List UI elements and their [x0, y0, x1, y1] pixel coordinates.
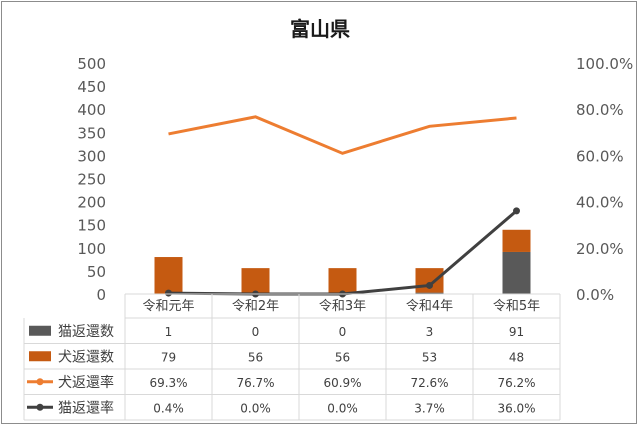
- y2-tick-label: 80.0%: [576, 101, 624, 119]
- bar-dog-returns: [154, 257, 183, 294]
- chart-title: 富山県: [290, 17, 350, 41]
- table-cell-value: 0.0%: [327, 401, 358, 415]
- table-cell-value: 0.4%: [153, 401, 184, 415]
- table-cell-value: 79: [161, 350, 176, 364]
- table-cell-value: 53: [422, 350, 437, 364]
- table-cell-value: 0.0%: [240, 401, 271, 415]
- y-tick-label: 400: [77, 101, 106, 119]
- table-cell-value: 69.3%: [149, 376, 187, 390]
- point-cat-rate: [513, 207, 520, 215]
- table-cell-value: 1: [165, 325, 173, 339]
- y-tick-label: 100: [77, 240, 106, 258]
- legend-key-bar: [29, 325, 51, 336]
- legend-label: 猫返還数: [58, 324, 114, 340]
- y-tick-label: 0: [96, 286, 106, 304]
- y2-tick-label: 60.0%: [576, 147, 624, 165]
- category-label: 令和元年: [142, 299, 194, 314]
- y2-tick-label: 100.0%: [576, 55, 633, 73]
- category-label: 令和4年: [406, 299, 453, 314]
- y-tick-label: 300: [77, 147, 106, 165]
- table-cell-value: 76.2%: [497, 376, 535, 390]
- table-cell-value: 56: [335, 350, 350, 364]
- table-cell-value: 91: [509, 325, 524, 339]
- bar-dog-returns: [502, 229, 531, 252]
- y-tick-label: 150: [77, 217, 106, 235]
- y-tick-label: 200: [77, 194, 106, 212]
- table-cell-value: 0: [252, 325, 260, 339]
- y2-tick-label: 40.0%: [576, 194, 624, 212]
- bar-dog-returns: [241, 268, 270, 294]
- table-cell-value: 3: [426, 325, 434, 339]
- table-cell-value: 60.9%: [323, 376, 361, 390]
- legend-label: 犬返還率: [58, 374, 114, 391]
- table-cell-value: 3.7%: [414, 401, 445, 415]
- y-tick-label: 500: [77, 55, 106, 73]
- table-cell-value: 76.7%: [236, 376, 274, 390]
- category-label: 令和2年: [232, 299, 279, 314]
- line-dog-rate: [168, 115, 517, 155]
- table-cell-value: 56: [248, 350, 263, 364]
- table-cell-value: 48: [509, 350, 524, 364]
- point-cat-rate: [165, 289, 172, 297]
- point-cat-rate: [426, 281, 433, 289]
- legend-key-marker: [36, 403, 44, 411]
- table-cell-value: 0: [339, 325, 347, 339]
- table-cell-value: 72.6%: [410, 376, 448, 390]
- bar-dog-returns: [328, 268, 357, 294]
- bar-cat-returns: [502, 251, 531, 294]
- legend-label: 犬返還数: [58, 349, 114, 365]
- legend-key-marker: [36, 378, 44, 386]
- bar-cat-returns: [415, 292, 444, 294]
- y2-tick-label: 20.0%: [576, 240, 624, 258]
- y-tick-label: 50: [87, 263, 106, 281]
- category-label: 令和3年: [319, 299, 366, 314]
- y-tick-label: 350: [77, 124, 106, 142]
- y-tick-label: 250: [77, 171, 106, 189]
- legend-label: 猫返還率: [58, 399, 114, 416]
- legend-key-bar: [29, 351, 51, 362]
- y2-tick-label: 0.0%: [576, 286, 614, 304]
- table-cell-value: 36.0%: [497, 401, 535, 415]
- y-tick-label: 450: [77, 78, 106, 96]
- category-label: 令和5年: [493, 299, 540, 314]
